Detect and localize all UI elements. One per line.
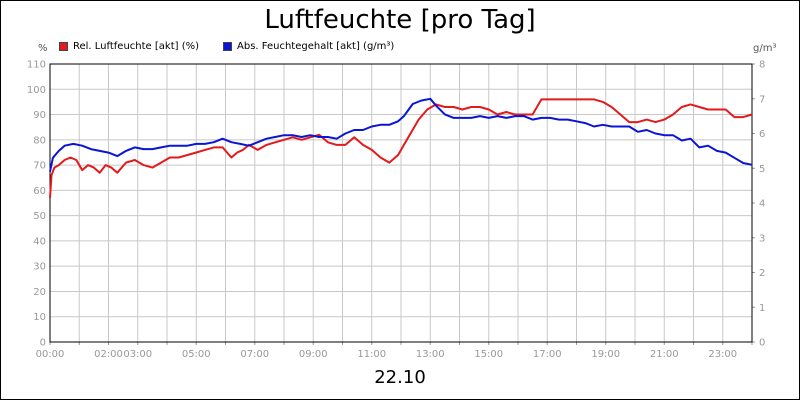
x-tick-label: 11:00 <box>357 349 386 360</box>
chart-legend: Rel. Luftfeuchte [akt] (%) Abs. Feuchteg… <box>59 39 418 53</box>
y-left-tick-label: 70 <box>33 161 46 172</box>
y-left-tick-label: 10 <box>33 312 46 323</box>
y-right-tick-label: 4 <box>759 199 765 210</box>
x-tick-label: 19:00 <box>591 349 620 360</box>
x-tick-label: 23:00 <box>708 349 737 360</box>
chart-title: Luftfeuchte [pro Tag] <box>264 5 536 35</box>
legend-item-abs-humidity: Abs. Feuchtegehalt [akt] (g/m³) <box>223 41 394 52</box>
right-axis-unit: g/m³ <box>753 43 777 54</box>
x-tick-label: 13:00 <box>416 349 445 360</box>
y-right-tick-label: 0 <box>759 338 765 349</box>
y-right-tick-label: 8 <box>759 60 765 71</box>
y-left-tick-label: 30 <box>33 262 46 273</box>
legend-label-abs-humidity: Abs. Feuchtegehalt [akt] (g/m³) <box>237 40 395 52</box>
legend-swatch-rel-humidity <box>59 41 68 51</box>
x-tick-label: 02:00 <box>94 349 123 360</box>
y-left-tick-label: 50 <box>33 211 46 222</box>
y-left-tick-label: 0 <box>40 338 46 349</box>
y-right-tick-label: 5 <box>759 164 765 175</box>
x-tick-label: 07:00 <box>240 349 269 360</box>
x-tick-label: 09:00 <box>299 349 328 360</box>
y-right-tick-label: 3 <box>759 233 765 244</box>
legend-label-rel-humidity: Rel. Luftfeuchte [akt] (%) <box>73 40 200 52</box>
x-tick-label: 00:00 <box>36 349 65 360</box>
x-tick-label: 21:00 <box>650 349 679 360</box>
y-left-tick-label: 110 <box>27 60 46 71</box>
y-left-tick-label: 80 <box>33 135 46 146</box>
series-line-abs-humidity <box>49 97 753 172</box>
y-left-tick-label: 40 <box>33 236 46 247</box>
y-left-tick-label: 60 <box>33 186 46 197</box>
legend-item-rel-humidity: Rel. Luftfeuchte [akt] (%) <box>59 41 199 52</box>
x-tick-label: 17:00 <box>533 349 562 360</box>
y-left-tick-label: 90 <box>33 110 46 121</box>
y-right-tick-label: 2 <box>759 268 765 279</box>
x-tick-label: 15:00 <box>474 349 503 360</box>
left-axis-unit: % <box>38 43 48 54</box>
legend-swatch-abs-humidity <box>223 41 233 51</box>
y-right-tick-label: 1 <box>759 303 765 314</box>
y-left-tick-label: 20 <box>33 287 46 298</box>
date-label: 22.10 <box>374 367 426 388</box>
plot-border <box>49 63 753 343</box>
y-right-tick-label: 7 <box>759 94 765 105</box>
x-tick-label: 05:00 <box>182 349 211 360</box>
y-right-tick-label: 6 <box>759 129 765 140</box>
y-left-tick-label: 100 <box>27 85 46 96</box>
x-tick-label: 03:00 <box>123 349 152 360</box>
series-line-rel-humidity <box>49 98 753 198</box>
